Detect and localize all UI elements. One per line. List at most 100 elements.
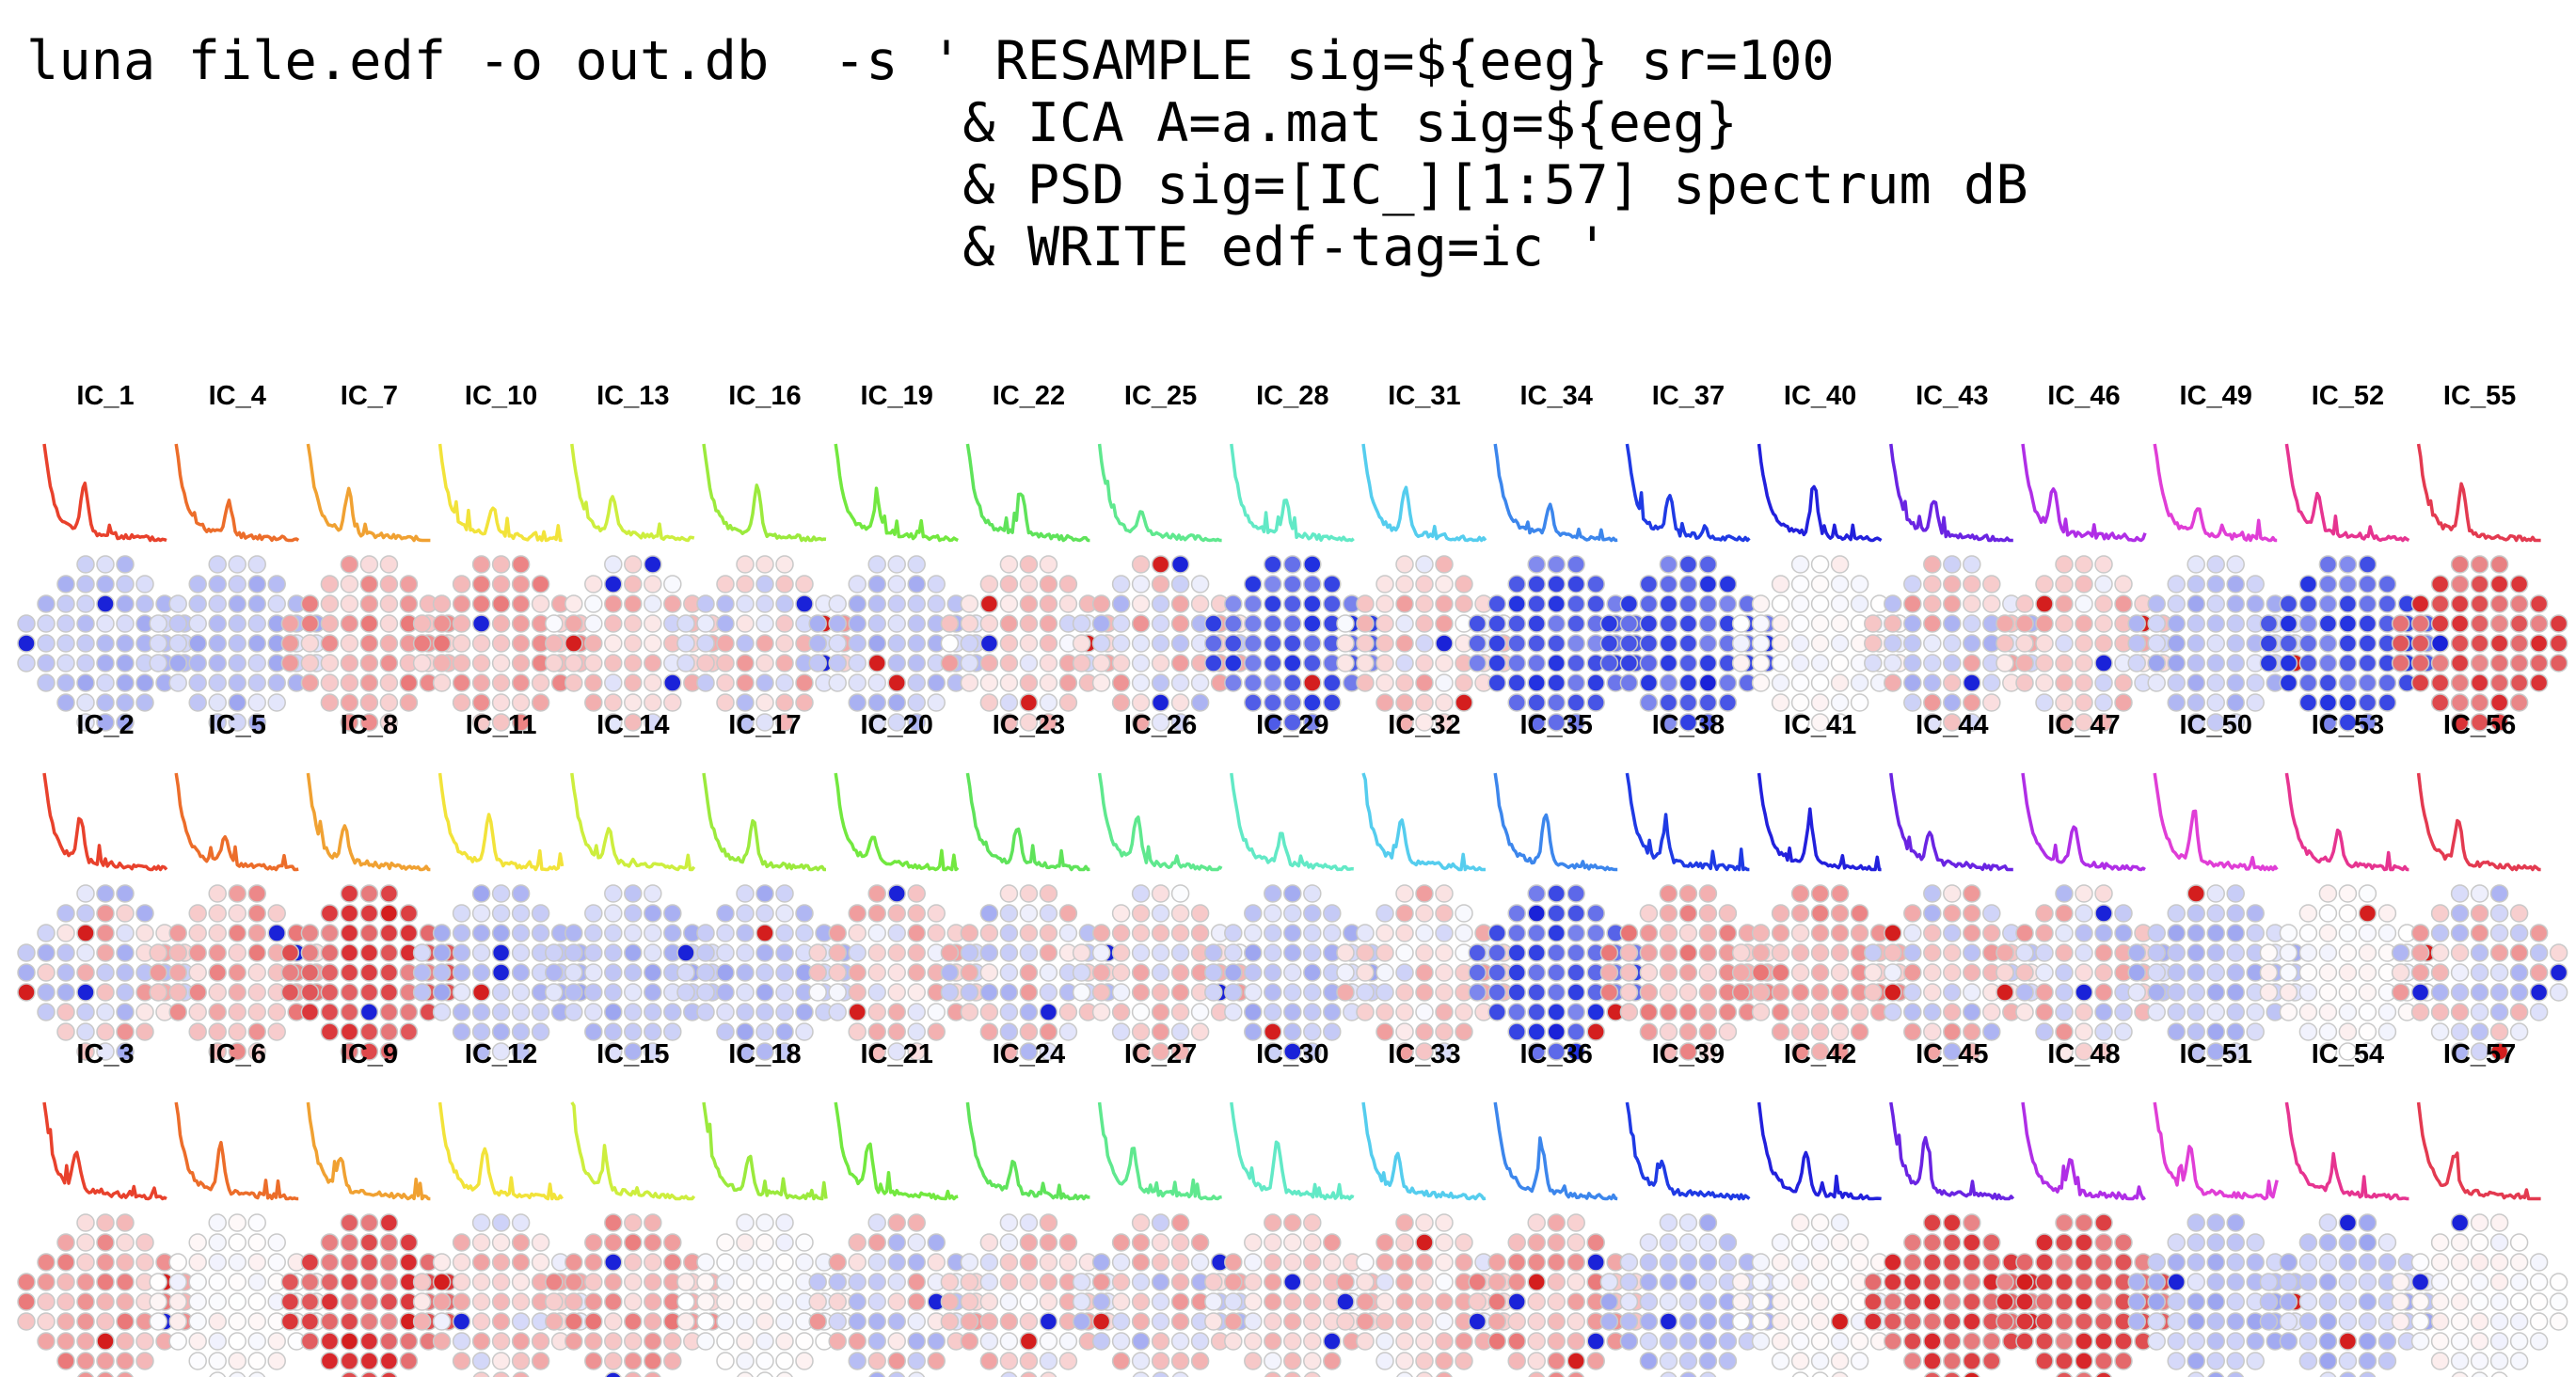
electrode-dot bbox=[1547, 904, 1566, 923]
electrode-dot bbox=[1356, 1003, 1375, 1021]
electrode-dot bbox=[2358, 1273, 2377, 1291]
electrode-dot bbox=[1019, 1253, 1039, 1272]
electrode-dot bbox=[696, 654, 715, 673]
electrode-dot bbox=[1810, 1022, 1830, 1041]
electrode-dot bbox=[1566, 1253, 1585, 1272]
electrode-dot bbox=[340, 983, 359, 1002]
electrode-dot bbox=[1698, 693, 1718, 712]
electrode-dot bbox=[1283, 1332, 1302, 1351]
electrode-dot bbox=[1131, 654, 1151, 673]
electrode-dot bbox=[828, 1273, 847, 1291]
electrode-dot bbox=[2035, 1292, 2054, 1311]
electrode-dot bbox=[1356, 673, 1375, 692]
ic-label: IC_53 bbox=[2312, 710, 2384, 740]
electrode-dot bbox=[1040, 1371, 1057, 1377]
electrode-dot bbox=[228, 1253, 246, 1272]
electrode-dot bbox=[2450, 924, 2470, 942]
electrode-dot bbox=[1336, 634, 1355, 653]
electrode-dot bbox=[2489, 1273, 2509, 1291]
electrode-dot bbox=[887, 943, 906, 962]
electrode-dot bbox=[1884, 983, 1902, 1002]
electrode-dot bbox=[37, 924, 56, 942]
electrode-dot bbox=[1678, 555, 1698, 574]
electrode-dot bbox=[775, 963, 794, 982]
electrode-dot bbox=[491, 943, 511, 962]
electrode-dot bbox=[135, 1352, 154, 1370]
electrode-dot bbox=[1455, 1022, 1473, 1041]
electrode-dot bbox=[2279, 1292, 2298, 1311]
electrode-dot bbox=[1507, 983, 1526, 1002]
electrode-dot bbox=[927, 1003, 946, 1021]
electrode-dot bbox=[1487, 614, 1506, 633]
electrode-dot bbox=[96, 614, 115, 633]
electrode-dot bbox=[1982, 1332, 2001, 1351]
electrode-dot bbox=[1790, 963, 1810, 982]
electrode-dot bbox=[2509, 654, 2529, 673]
electrode-dot bbox=[828, 634, 847, 653]
electrode-dot bbox=[979, 575, 999, 594]
electrode-dot bbox=[1415, 634, 1434, 653]
electrode-dot bbox=[1547, 1042, 1566, 1061]
electrode-dot bbox=[2298, 904, 2318, 923]
electrode-dot bbox=[676, 634, 695, 653]
electrode-dot bbox=[1224, 1332, 1243, 1351]
electrode-dot bbox=[2358, 884, 2377, 903]
electrode-dot bbox=[379, 713, 399, 732]
electrode-dot bbox=[1111, 963, 1131, 982]
electrode-dot bbox=[960, 673, 979, 692]
electrode-dot bbox=[1771, 943, 1790, 962]
electrode-dot bbox=[1487, 673, 1506, 692]
electrode-dot bbox=[267, 904, 286, 923]
electrode-dot bbox=[2206, 575, 2225, 594]
electrode-dot bbox=[56, 963, 75, 982]
electrode-dot bbox=[1678, 884, 1698, 903]
electrode-dot bbox=[1718, 1003, 1738, 1021]
electrode-dot bbox=[228, 713, 246, 732]
electrode-dot bbox=[340, 884, 359, 903]
electrode-dot bbox=[1039, 884, 1058, 903]
electrode-dot bbox=[2489, 1003, 2509, 1021]
electrode-dot bbox=[1019, 634, 1039, 653]
psd-spectrum-line bbox=[2153, 443, 2278, 543]
electrode-dot bbox=[2186, 713, 2205, 732]
electrode-dot bbox=[2167, 1003, 2186, 1021]
electrode-dot bbox=[1303, 713, 1322, 732]
electrode-dot bbox=[2167, 1332, 2186, 1351]
ic-panel-ic_54: IC_54 bbox=[2259, 1039, 2437, 1377]
electrode-dot bbox=[1996, 1312, 2014, 1331]
electrode-dot bbox=[1586, 673, 1605, 692]
electrode-dot bbox=[1566, 1332, 1585, 1351]
electrode-dot bbox=[2338, 654, 2358, 673]
electrode-dot bbox=[2529, 924, 2549, 942]
electrode-dot bbox=[1323, 924, 1342, 942]
electrode-dot bbox=[1751, 1273, 1771, 1291]
electrode-dot bbox=[2035, 1352, 2054, 1370]
electrode-dot bbox=[564, 963, 583, 982]
electrode-dot bbox=[1698, 943, 1718, 962]
electrode-dot bbox=[564, 1332, 583, 1351]
electrode-dot bbox=[2318, 1003, 2338, 1021]
electrode-dot bbox=[1091, 1312, 1111, 1331]
electrode-dot bbox=[2549, 654, 2568, 673]
electrode-dot bbox=[2358, 1332, 2377, 1351]
electrode-dot bbox=[1375, 634, 1394, 653]
electrode-dot bbox=[1639, 693, 1659, 712]
electrode-dot bbox=[168, 654, 187, 673]
electrode-dot bbox=[491, 693, 511, 712]
electrode-dot bbox=[2450, 943, 2470, 962]
electrode-dot bbox=[359, 1332, 379, 1351]
electrode-dot bbox=[188, 1233, 207, 1252]
electrode-dot bbox=[808, 983, 827, 1002]
electrode-dot bbox=[471, 1003, 491, 1021]
electrode-dot bbox=[116, 1022, 135, 1041]
electrode-dot bbox=[1698, 673, 1718, 692]
electrode-dot bbox=[2298, 634, 2318, 653]
electrode-dot bbox=[1283, 1233, 1302, 1252]
electrode-dot bbox=[604, 693, 623, 712]
electrode-dot bbox=[604, 673, 623, 692]
ic-label: IC_42 bbox=[1784, 1039, 1856, 1069]
electrode-dot bbox=[2186, 673, 2205, 692]
electrode-dot bbox=[2055, 1352, 2074, 1370]
electrode-dot bbox=[149, 943, 167, 962]
electrode-dot bbox=[1264, 1273, 1282, 1291]
